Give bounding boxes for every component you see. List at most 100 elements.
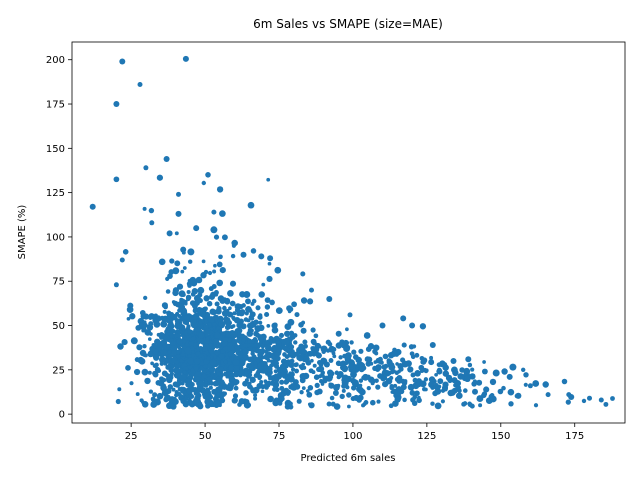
data-point [182,308,187,313]
data-point [219,397,225,402]
data-point [247,201,255,209]
data-point [400,357,406,363]
data-point [323,361,330,368]
data-point [246,318,251,323]
data-point [440,399,445,404]
data-point [230,253,236,259]
data-point [203,295,210,302]
data-point [401,342,407,348]
data-point [469,373,476,380]
data-point [189,381,195,388]
data-point [167,273,173,279]
data-point [203,319,208,325]
data-point [198,324,204,329]
data-point [393,383,398,388]
data-point [130,337,138,345]
data-point [345,327,349,332]
data-point [293,362,299,368]
data-point [523,372,529,378]
data-point [523,382,528,387]
data-point [509,363,517,371]
data-point [242,348,249,356]
data-point [143,295,148,301]
data-point [210,226,218,234]
data-point [264,297,271,303]
data-point [258,253,265,260]
data-point [262,369,268,374]
data-point [89,203,96,210]
data-point [286,305,293,312]
data-point [148,207,155,214]
data-point [170,403,177,410]
data-point [186,324,191,329]
data-point [232,332,238,337]
data-point [341,365,349,373]
data-point [271,326,279,334]
data-point [434,402,442,410]
data-point [315,352,322,359]
data-point [235,337,242,344]
data-point [269,359,274,364]
data-point [243,291,251,298]
data-point [142,327,147,332]
data-point [183,315,190,321]
data-point [237,330,242,335]
data-point [374,351,379,356]
data-point [233,385,239,391]
data-point [161,377,167,383]
data-point [189,300,196,306]
data-point [369,378,375,383]
data-point [364,356,371,363]
data-point [292,333,298,338]
data-point [184,342,190,347]
data-point [434,382,439,387]
data-point [213,234,220,240]
data-point [489,393,495,398]
data-point [196,346,200,351]
data-point [219,266,226,274]
data-point [172,315,178,321]
data-point [329,395,335,401]
data-point [198,332,205,339]
data-point [358,386,363,392]
data-point [434,387,441,394]
data-point [542,381,549,388]
data-point [177,386,183,392]
data-point [193,366,199,372]
data-point [182,311,187,316]
data-point [163,361,168,366]
data-point [175,301,180,306]
data-point [414,352,420,358]
data-point [182,55,189,62]
data-point [247,370,252,374]
data-point [187,259,193,264]
data-point [318,361,324,367]
y-tick-label: 75 [52,277,65,288]
data-point [134,357,140,363]
data-point [182,400,190,408]
data-point [259,379,264,385]
data-point [300,271,306,277]
data-point [141,368,149,376]
data-point [228,364,235,371]
data-point [212,380,219,387]
data-point [244,399,250,405]
data-point [227,337,233,343]
data-point [239,309,246,315]
data-point [386,358,392,363]
data-point [163,334,171,342]
data-point [206,300,213,307]
data-point [317,344,322,349]
x-tick-label: 75 [273,431,286,442]
data-point [177,314,182,318]
data-point [412,377,418,383]
data-point [307,298,314,305]
data-point [421,357,428,364]
data-point [234,343,239,349]
data-point [253,319,259,325]
data-point [177,346,182,351]
data-point [186,289,191,295]
data-point [489,378,497,386]
data-point [214,292,219,297]
